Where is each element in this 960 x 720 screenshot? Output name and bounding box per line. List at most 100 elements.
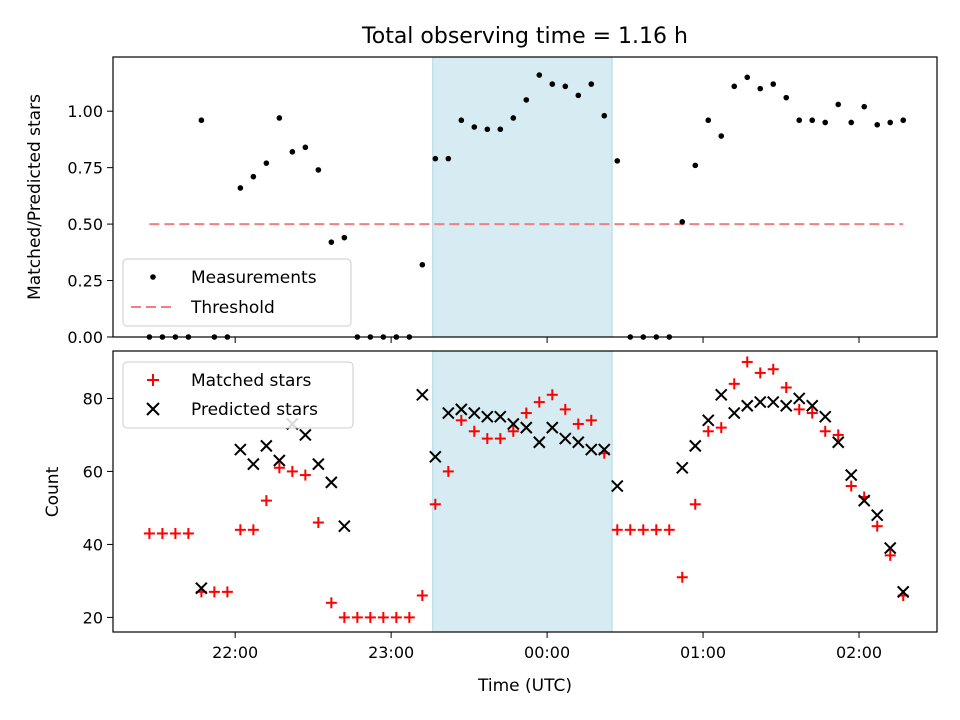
y-tick-label: 1.00 — [67, 102, 103, 121]
matched-star-point — [468, 425, 480, 437]
legend-label-threshold: Threshold — [190, 298, 275, 318]
top-plot-frame — [112, 56, 938, 338]
top-highlight-span — [432, 56, 613, 338]
measurement-point — [471, 124, 478, 130]
measurement-point — [237, 185, 244, 191]
predicted-star-point — [234, 443, 247, 456]
top-x-ticks — [234, 337, 860, 343]
measurement-point — [822, 119, 829, 126]
measurement-point — [718, 133, 725, 139]
legend-label-measurements: Measurements — [191, 268, 317, 288]
y-tick-label: 60 — [83, 462, 103, 481]
matched-star-point — [234, 524, 246, 536]
predicted-star-point — [676, 461, 689, 474]
legend-label-predicted: Predicted stars — [191, 400, 318, 420]
matched-star-point — [754, 367, 766, 379]
predicted-star-point — [572, 436, 585, 449]
measurement-point — [315, 167, 322, 173]
matched-star-point — [143, 527, 155, 539]
measurement-point — [614, 158, 621, 164]
predicted-star-point — [598, 443, 611, 456]
bottom-legend: Matched stars Predicted stars — [122, 361, 354, 429]
matched-star-point — [156, 527, 168, 539]
matched-star-point — [546, 389, 558, 401]
x-tick-label: 23:00 — [368, 643, 414, 662]
predicted-star-point — [819, 410, 832, 423]
predicted-star-point — [455, 403, 468, 416]
matched-star-point — [767, 363, 779, 375]
matched-star-point — [182, 527, 194, 539]
measurement-point — [835, 101, 842, 108]
bottom-x-axis: 22:00 23:00 00:00 01:00 02:00 — [212, 632, 882, 662]
y-tick-label: 0.75 — [67, 159, 103, 178]
x-axis-label: Time (UTC) — [477, 676, 572, 696]
matched-star-point — [650, 524, 662, 536]
measurement-point — [549, 81, 556, 87]
matched-star-point — [624, 524, 636, 536]
matched-star-point — [208, 586, 220, 598]
matched-star-point — [741, 356, 753, 368]
measurement-point — [588, 81, 595, 87]
matched-star-point — [520, 407, 532, 419]
x-tick-label: 02:00 — [836, 643, 882, 662]
measurement-point — [874, 121, 881, 128]
predicted-star-point — [832, 436, 845, 449]
measurement-point — [562, 83, 569, 90]
predicted-star-point — [858, 494, 871, 507]
predicted-star-point — [273, 454, 286, 467]
matched-star-point — [806, 407, 818, 419]
predicted-star-point — [793, 392, 806, 405]
measurement-point — [341, 234, 348, 241]
predicted-star-point — [468, 406, 481, 420]
legend-label-matched: Matched stars — [191, 371, 311, 391]
measurement-point — [419, 261, 426, 268]
measurement-point — [497, 126, 504, 133]
x-tick-label: 01:00 — [680, 643, 726, 662]
measurement-point — [432, 155, 439, 162]
matched-star-point — [429, 498, 441, 510]
bottom-highlight-span — [432, 350, 613, 633]
measurement-point — [679, 219, 686, 225]
matched-star-point — [247, 524, 259, 536]
y-tick-label: 40 — [83, 535, 103, 554]
matched-star-point — [793, 403, 805, 415]
matched-star-point — [169, 527, 181, 539]
predicted-star-point — [507, 417, 520, 431]
measurement-point — [484, 126, 491, 133]
predicted-star-point — [702, 414, 715, 427]
measurement-point — [861, 103, 868, 110]
predicted-star-point — [728, 406, 741, 420]
predicted-star-point — [260, 439, 273, 453]
predicted-star-point — [312, 457, 325, 471]
predicted-star-point — [442, 406, 455, 420]
predicted-star-point — [494, 410, 507, 423]
predicted-star-point — [416, 388, 429, 401]
predicted-star-point — [767, 395, 780, 409]
matched-star-point — [260, 495, 272, 507]
measurement-point — [328, 239, 335, 245]
measurement-point — [458, 117, 465, 124]
matched-star-point — [494, 433, 506, 445]
y-tick-label: 0.50 — [67, 215, 103, 234]
measurement-point — [263, 160, 270, 166]
measurement-point — [848, 119, 855, 126]
measurement-point — [510, 115, 517, 121]
measurement-point — [276, 115, 283, 121]
matched-star-point — [364, 611, 376, 623]
measurement-point — [302, 144, 309, 151]
matched-star-point — [559, 403, 571, 415]
matched-star-point — [351, 611, 363, 623]
matched-star-point — [377, 611, 389, 623]
measurement-point — [445, 155, 452, 162]
y-tick-label: 20 — [83, 608, 103, 627]
matched-star-point — [585, 414, 597, 426]
predicted-star-point — [780, 399, 793, 412]
matched-star-point — [637, 524, 649, 536]
predicted-star-point — [806, 399, 819, 412]
measurement-point — [523, 97, 530, 103]
predicted-star-point — [520, 421, 533, 434]
predicted-star-point — [871, 509, 884, 522]
legend-marker-matched — [147, 374, 159, 386]
matched-star-point — [871, 520, 883, 532]
matched-star-point — [533, 396, 545, 408]
